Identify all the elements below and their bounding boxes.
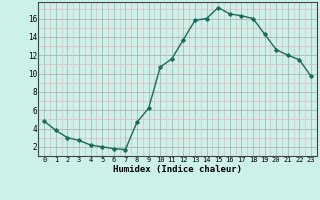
- X-axis label: Humidex (Indice chaleur): Humidex (Indice chaleur): [113, 165, 242, 174]
